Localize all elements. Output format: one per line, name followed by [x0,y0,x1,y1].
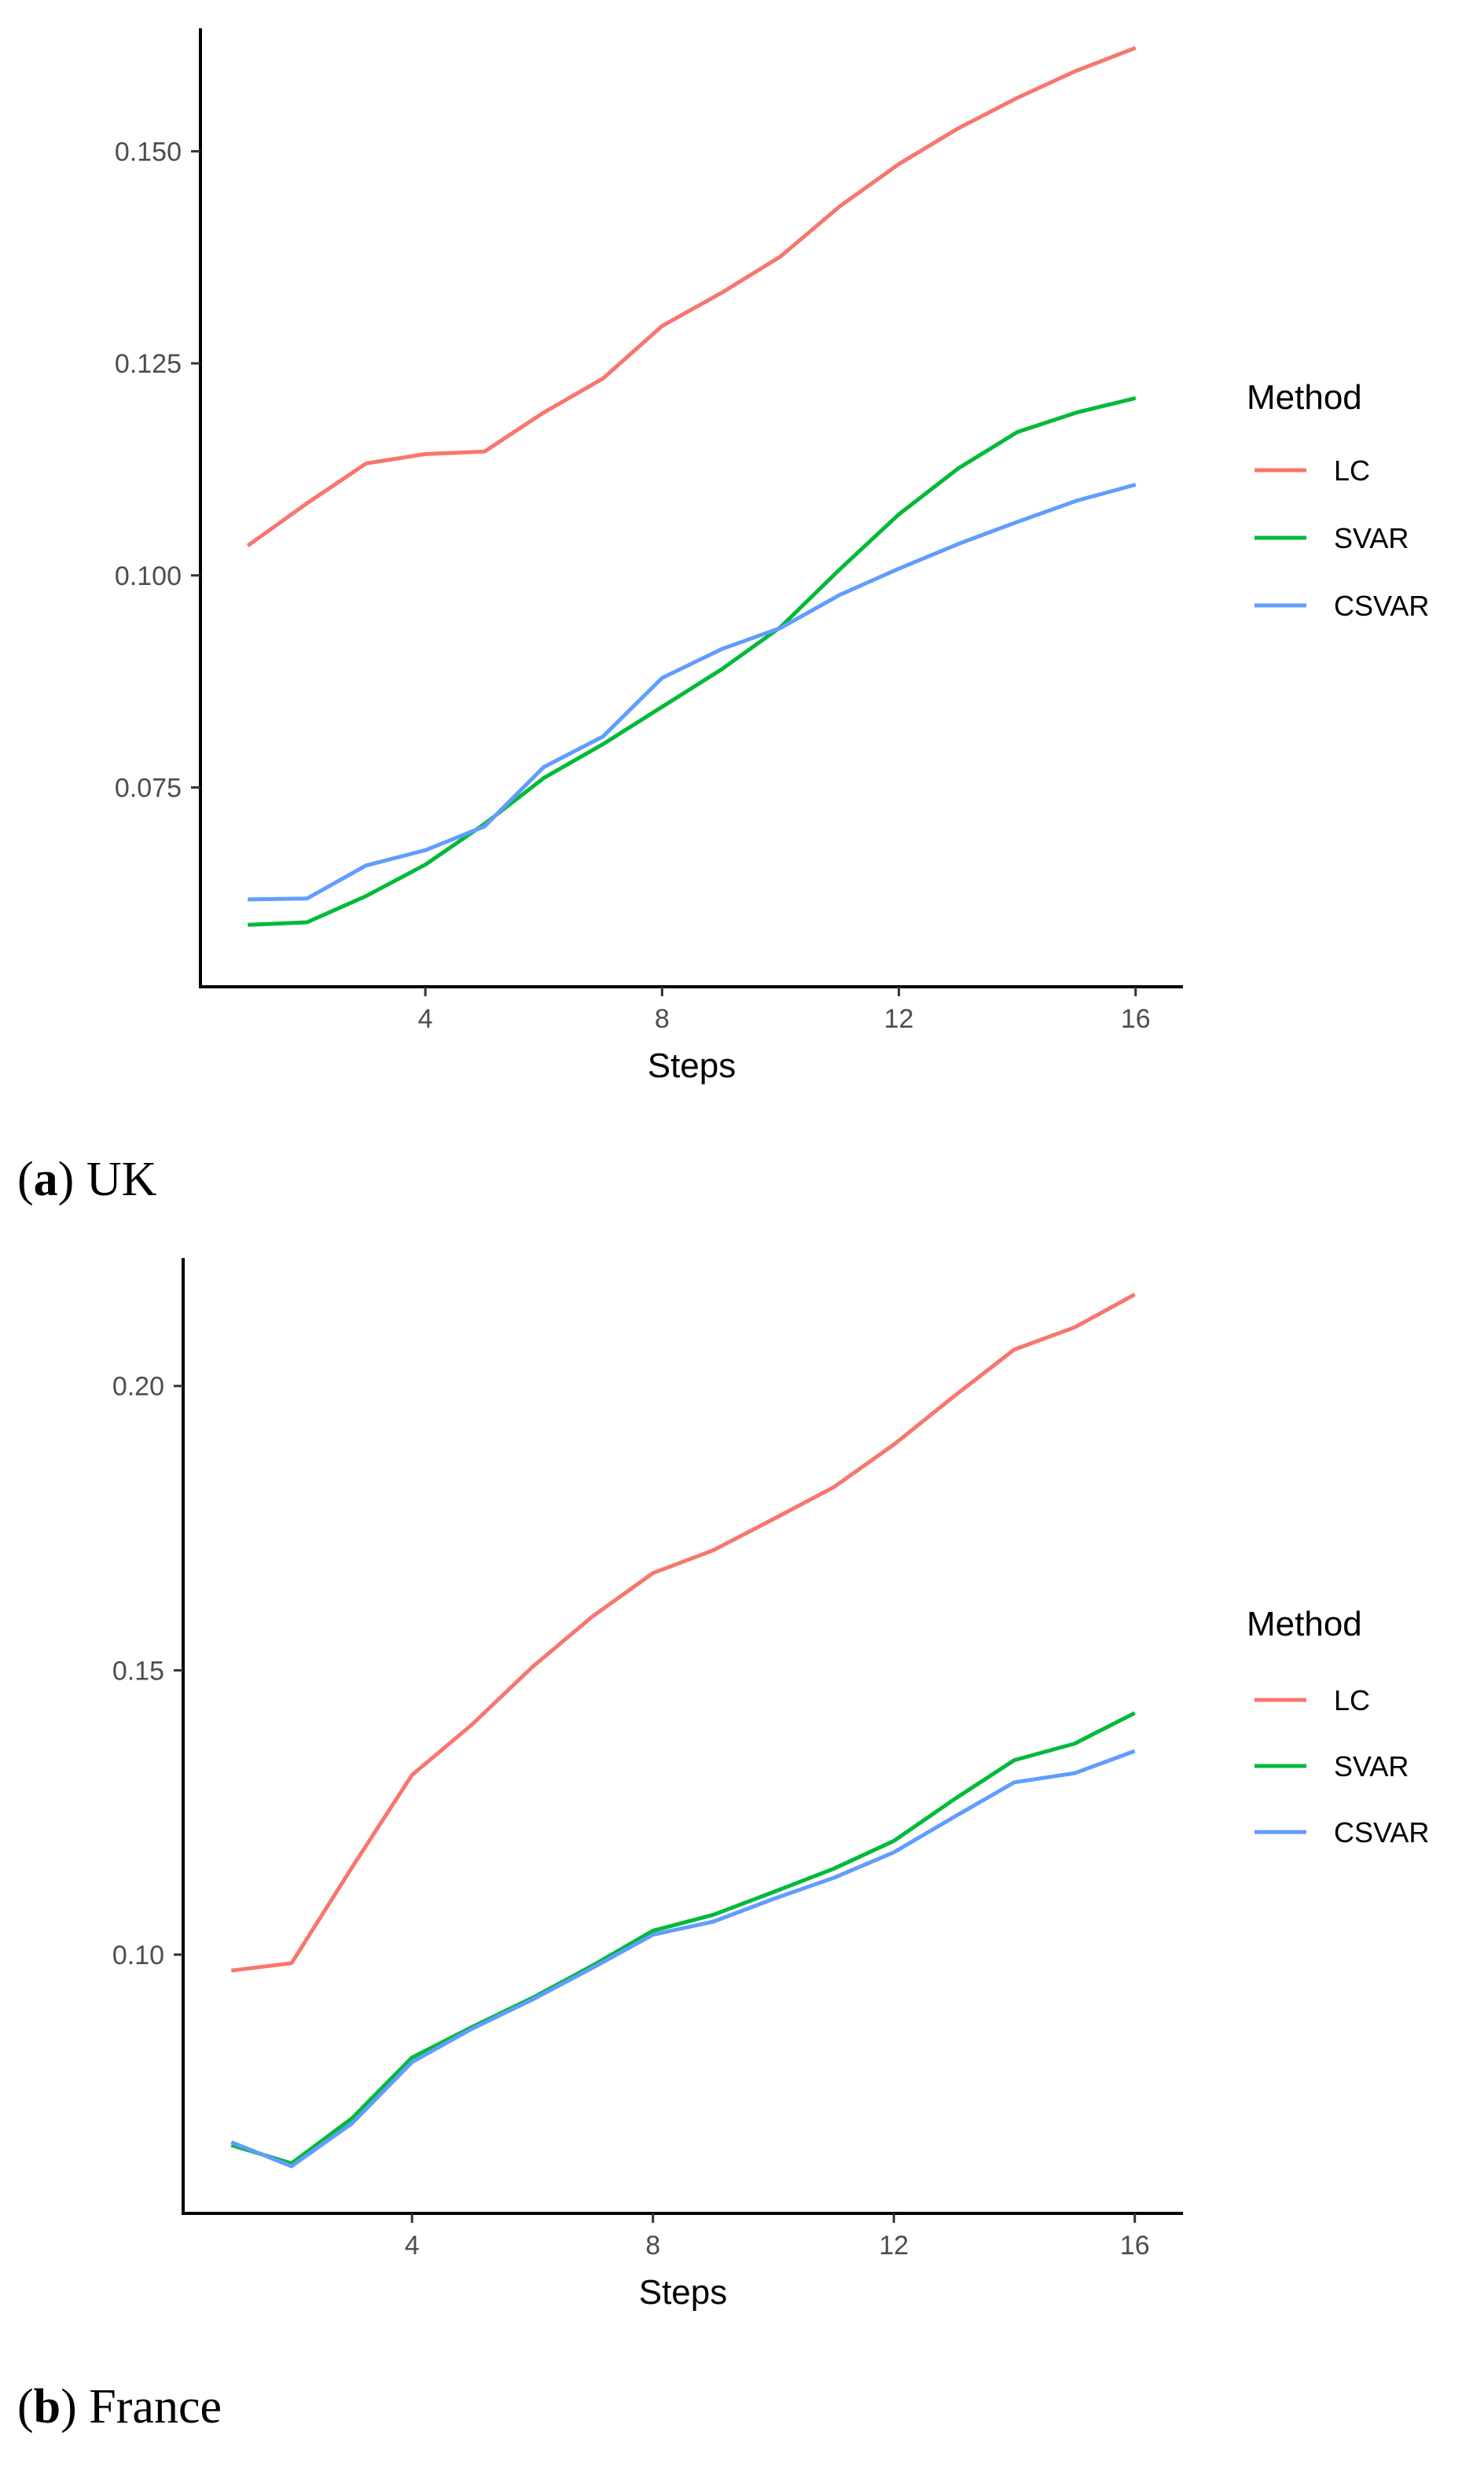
uk-series-svar [248,395,1137,927]
uk-x-tick-label: 4 [418,1004,433,1034]
chart-uk: 0.075 0.100 0.125 0.150 4 8 12 16 Steps Method LC S… [115,28,1429,1085]
france-y-tick-label: 0.20 [112,1372,164,1402]
france-y-tick-label: 0.10 [112,1941,164,1970]
uk-y-tick-label: 0.100 [115,561,182,591]
france-x-tick-label: 8 [645,2231,660,2261]
france-series-lc [230,1293,1136,1973]
uk-x-axis-title: Steps [648,1047,736,1085]
france-legend-label-lc: LC [1334,1684,1370,1716]
france-x-tick-label: 16 [1120,2231,1150,2261]
chart-france: 0.10 0.15 0.20 4 8 12 16 Steps Method LC SVAR CSVAR [112,1258,1429,2312]
france-x-tick-label: 12 [879,2231,909,2261]
uk-y-tick-label: 0.075 [115,773,182,803]
france-series-svar [230,1711,1136,2165]
uk-legend-label-lc: LC [1334,454,1370,487]
caption-uk-text: UK [86,1153,157,1206]
caption-uk-letter: a [33,1153,58,1206]
caption-france: (b) France [17,2380,222,2434]
uk-legend-title: Method [1247,378,1362,417]
france-legend-label-csvar: CSVAR [1334,1816,1429,1849]
uk-legend: Method LC SVAR CSVAR [1247,378,1429,622]
france-series-csvar [230,1749,1136,2169]
france-legend: Method LC SVAR CSVAR [1247,1605,1429,1849]
uk-legend-label-svar: SVAR [1334,522,1409,554]
uk-y-tick-label: 0.150 [115,137,182,167]
caption-france-letter: b [33,2380,61,2434]
uk-series-csvar [248,482,1137,902]
france-x-tick-label: 4 [405,2231,420,2261]
caption-uk: (a) UK [17,1153,157,1206]
france-legend-title: Method [1247,1605,1362,1643]
uk-x-tick-label: 8 [655,1004,670,1034]
france-x-axis-title: Steps [639,2273,728,2312]
uk-series-lc [246,46,1137,548]
uk-x-tick-label: 12 [884,1004,914,1034]
france-legend-label-svar: SVAR [1334,1750,1409,1782]
uk-y-tick-label: 0.125 [115,349,182,379]
caption-france-text: France [89,2380,222,2434]
uk-legend-label-csvar: CSVAR [1334,590,1429,622]
uk-x-tick-label: 16 [1121,1004,1151,1034]
france-y-tick-label: 0.15 [112,1656,164,1686]
